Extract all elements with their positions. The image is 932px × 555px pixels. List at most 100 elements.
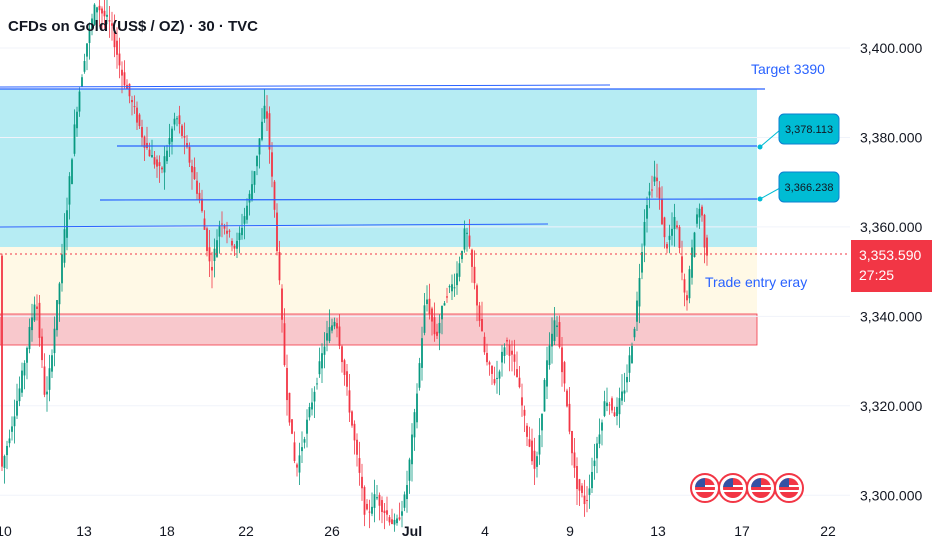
candle-body [441,305,443,320]
event-flags[interactable] [690,473,804,503]
candle-body [701,206,703,216]
candle-body [261,121,263,140]
callout-lower-box [778,171,840,203]
candle-body [96,7,98,13]
y-axis: 3,300.000 3,320.000 3,340.000 3,360.000 3,38… [860,40,922,503]
candle-body [161,167,163,170]
candle-body [396,518,398,524]
candle-body [461,251,463,260]
candle-body [323,346,326,355]
candle-body [301,447,303,452]
candle-body [343,360,346,375]
candle-body [421,338,423,368]
candle-body [198,192,201,200]
y-tick-label: 3,360.000 [860,219,922,235]
candle-body [551,333,553,347]
us-flag-icon[interactable] [774,473,804,503]
candle-body [33,304,36,321]
candle-body [508,344,511,356]
candle-body [583,495,586,505]
candle-body [498,371,501,379]
candle-body [556,325,558,328]
us-flag-icon[interactable] [690,473,720,503]
candle-body [358,458,361,473]
price-tag-countdown: 27:25 [859,267,894,283]
candle-body [273,181,276,210]
candle-body [308,406,311,418]
x-tick-label: 13 [650,523,666,539]
us-flag-icon[interactable] [718,473,748,503]
candle-body [53,328,56,354]
candle-body [506,340,508,342]
candle-body [683,279,686,293]
candle-body [561,347,563,373]
candle-body [101,8,103,14]
candle-body [36,306,38,309]
candle-body [698,208,701,218]
callout-upper-label: 3,378.113 [785,124,833,136]
candle-body [48,368,51,390]
candle-body [226,230,228,234]
level-line-3366 [99,198,758,201]
candle-body [201,198,203,212]
candle-body [691,247,693,278]
candle-body [446,296,448,298]
x-tick-label: 26 [324,523,340,539]
candle-body [86,43,88,57]
candle-body [491,365,493,374]
x-axis: 10 13 18 22 26 Jul 4 9 13 17 22 [0,523,836,539]
candle-body [313,391,316,402]
candle-body [183,136,186,138]
candle-body [213,248,216,262]
candle-body [236,240,238,249]
candle-body [341,346,343,363]
candle-body [111,23,113,26]
candle-body [488,362,491,365]
candle-body [63,229,66,263]
candle-body [26,347,28,363]
candle-body [73,124,76,154]
candle-body [613,412,616,416]
candle-body [106,14,108,17]
candle-body [376,497,378,499]
candle-body [543,380,546,412]
level-line-3360 [0,223,549,228]
candle-body [621,391,623,401]
candle-body [203,218,206,230]
candle-body [66,210,68,238]
candle-body [418,363,421,388]
candle-body [398,517,401,520]
candle-body [8,438,11,444]
candle-body [406,485,408,500]
candle-body [641,252,643,273]
candle-body [598,434,601,444]
target-zone [0,89,757,247]
us-flag-icon[interactable] [746,473,776,503]
candle-body [673,217,676,230]
candle-body [638,277,641,307]
candle-body [238,232,241,241]
candle-body [566,390,568,407]
candle-body [208,247,211,262]
candle-body [293,442,296,461]
candle-body [103,10,106,17]
candle-body [231,240,233,246]
candle-body [476,285,478,306]
candle-body [526,425,528,437]
price-tag-price: 3,353.590 [859,247,921,263]
x-tick-label: 4 [481,523,489,539]
candle-body [581,485,583,493]
candle-body [696,214,698,224]
candle-body [626,376,628,383]
candle-body [516,369,518,378]
candle-body [546,360,548,387]
candle-body [51,355,53,372]
candle-body [481,318,483,332]
candle-body [176,118,178,120]
candle-body [333,321,336,327]
candle-body [268,113,271,150]
candle-body [16,400,18,416]
candle-body [558,322,561,347]
candle-body [633,328,636,338]
